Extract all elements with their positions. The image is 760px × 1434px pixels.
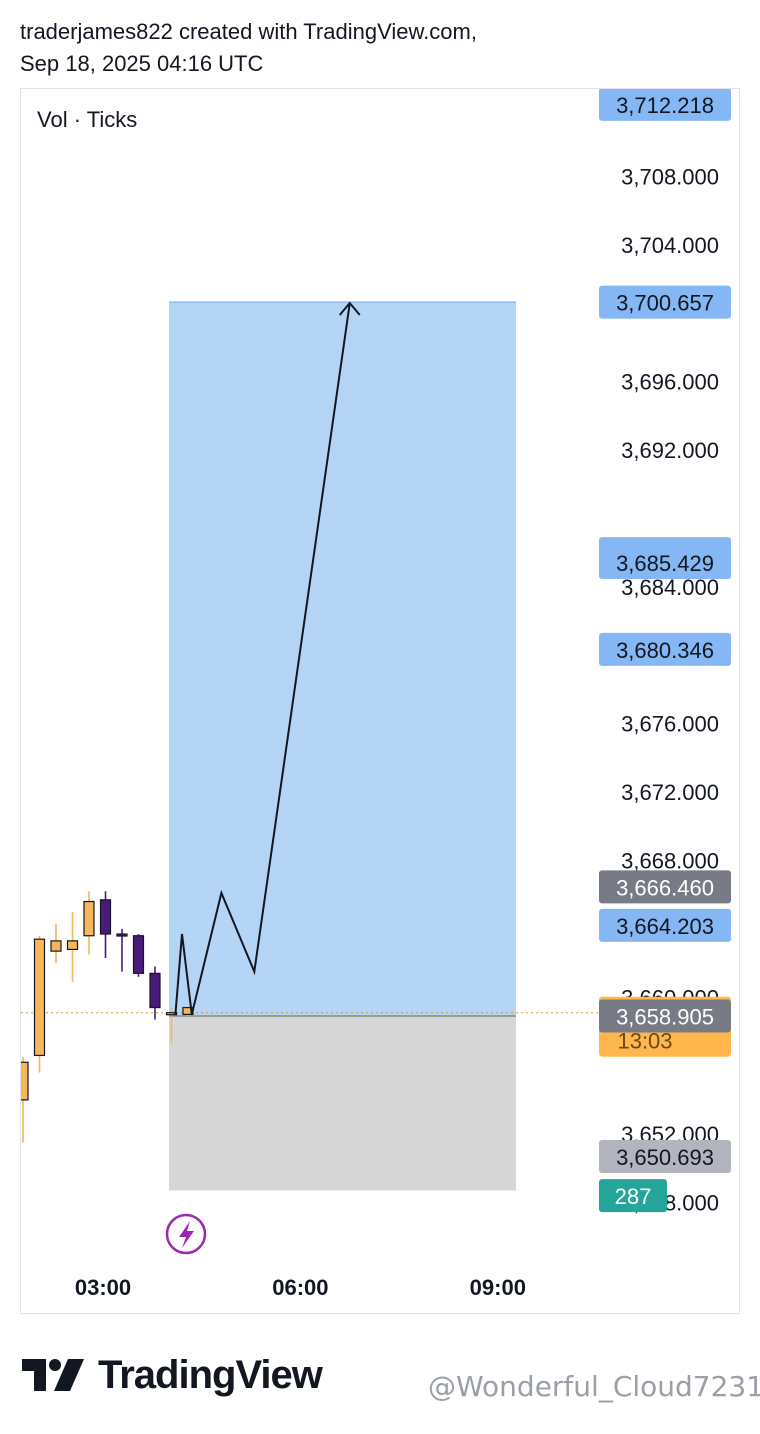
price-label-text: 3,700.657 bbox=[616, 291, 714, 316]
price-label-text: 287 bbox=[615, 1184, 652, 1209]
candle-body[interactable] bbox=[116, 933, 128, 937]
candle-body[interactable] bbox=[149, 972, 161, 1009]
chart-panel[interactable]: Vol · Ticks 3,708.000 3,704.000 3,696.000 3,… bbox=[20, 88, 740, 1314]
chart-svg[interactable]: Vol · Ticks 3,708.000 3,704.000 3,696.000 3,… bbox=[21, 89, 739, 1313]
candle-body[interactable] bbox=[165, 1012, 178, 1016]
target-zone[interactable] bbox=[169, 302, 516, 1017]
tradingview-logo-text: TradingView bbox=[98, 1352, 323, 1397]
candle-body[interactable] bbox=[99, 899, 112, 935]
lightning-bolt-icon bbox=[179, 1221, 194, 1248]
price-label-countdown: 13:03 bbox=[617, 1029, 672, 1054]
tradingview-logo-icon bbox=[22, 1359, 84, 1391]
price-label-lightgray[interactable] bbox=[599, 1139, 731, 1173]
price-label-blue[interactable] bbox=[599, 908, 731, 942]
candle-body[interactable] bbox=[33, 938, 46, 1057]
price-label-blue[interactable] bbox=[599, 285, 731, 319]
projection-path[interactable] bbox=[174, 302, 351, 1015]
price-label-gray[interactable] bbox=[599, 999, 731, 1033]
y-tick-label: 3,668.000 bbox=[621, 849, 719, 874]
price-label-text: 3,712.218 bbox=[616, 93, 714, 118]
price-label-blue[interactable] bbox=[599, 89, 731, 121]
x-tick-label: 09:00 bbox=[470, 1275, 526, 1300]
y-tick-label: 3,692.000 bbox=[621, 438, 719, 463]
header-line-1: traderjames822 created with TradingView.… bbox=[20, 19, 477, 44]
tradingview-logo: TradingView bbox=[22, 1352, 323, 1398]
price-label-text: 3,666.460 bbox=[616, 875, 714, 900]
projection-arrowhead bbox=[338, 301, 361, 316]
x-tick-label: 03:00 bbox=[75, 1275, 131, 1300]
price-label-text: 3,650.693 bbox=[616, 1145, 714, 1170]
candle-body[interactable] bbox=[83, 900, 95, 937]
price-label-text: 3,664.203 bbox=[616, 914, 714, 939]
stop-zone[interactable] bbox=[169, 1016, 516, 1191]
price-label-text: 3,685.429 bbox=[616, 551, 714, 576]
y-tick-label: 3,672.000 bbox=[621, 780, 719, 805]
y-tick-label: 3,708.000 bbox=[621, 165, 719, 190]
candle-body[interactable] bbox=[66, 940, 79, 951]
candle-body[interactable] bbox=[132, 935, 145, 974]
price-label-teal[interactable] bbox=[599, 1179, 667, 1213]
price-label-blue[interactable] bbox=[599, 632, 731, 666]
chart-header: traderjames822 created with TradingView.… bbox=[20, 16, 477, 80]
price-label-gray[interactable] bbox=[599, 870, 731, 904]
y-tick-label: 3,696.000 bbox=[621, 370, 719, 395]
y-tick-label: 3,704.000 bbox=[621, 233, 719, 258]
price-label-text: 3,680.346 bbox=[616, 638, 714, 663]
candle-body[interactable] bbox=[21, 1061, 29, 1101]
x-tick-label: 06:00 bbox=[272, 1275, 328, 1300]
price-label-text: 3,658.905 bbox=[616, 1005, 714, 1030]
candle-body[interactable] bbox=[50, 940, 62, 952]
y-tick-label: 3,684.000 bbox=[621, 575, 719, 600]
y-tick-label: 3,676.000 bbox=[621, 712, 719, 737]
header-line-2: Sep 18, 2025 04:16 UTC bbox=[20, 51, 264, 76]
price-label-blue[interactable] bbox=[599, 545, 731, 579]
watermark: @Wonderful_Cloud7231 bbox=[428, 1370, 760, 1403]
indicator-label: Vol · Ticks bbox=[37, 107, 137, 132]
